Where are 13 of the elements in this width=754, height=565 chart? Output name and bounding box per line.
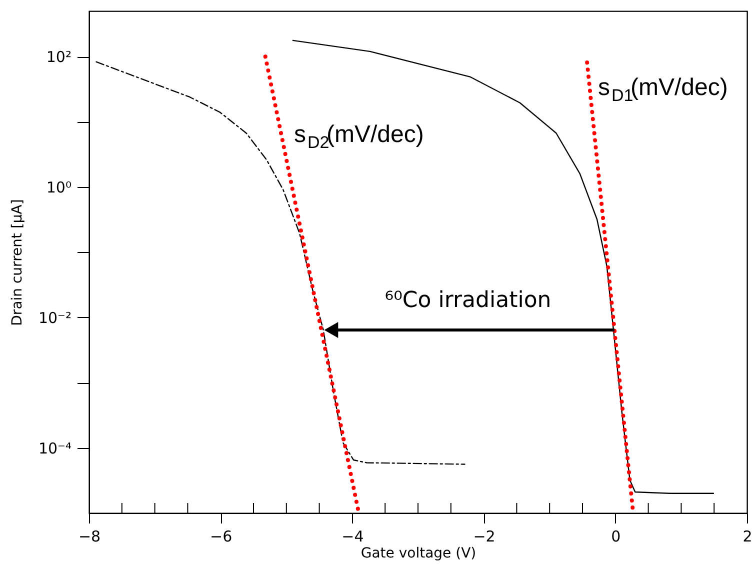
x-axis-title: Gate voltage (V) — [360, 546, 476, 562]
y-tick-label: 10⁰ — [46, 178, 72, 196]
annotation: ⁶⁰Co irradiation — [384, 288, 552, 313]
x-tick-label: 0 — [611, 528, 621, 546]
y-tick-label: 10² — [46, 48, 72, 66]
x-tick-label: −8 — [78, 528, 101, 546]
x-tick-label: −4 — [342, 528, 364, 546]
x-tick-label: −6 — [210, 528, 232, 546]
y-tick-label: 10⁻⁴ — [38, 439, 72, 458]
x-tick-label: 2 — [742, 528, 752, 546]
y-axis-title: Drain current [μA] — [9, 199, 26, 326]
x-tick-label: −2 — [473, 528, 496, 546]
y-tick-label: 10⁻² — [38, 308, 72, 327]
